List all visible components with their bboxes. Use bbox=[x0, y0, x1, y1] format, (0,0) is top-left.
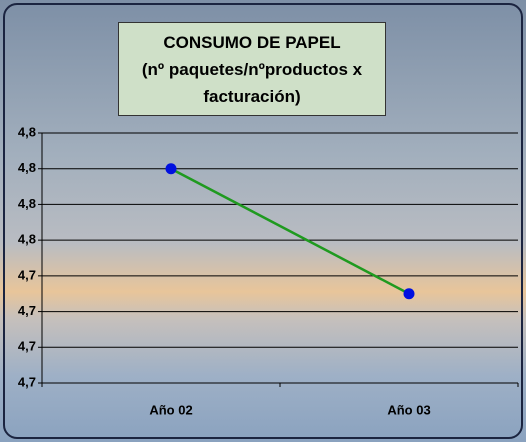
chart-title: CONSUMO DE PAPEL bbox=[163, 33, 341, 52]
y-tick-label: 4,7 bbox=[18, 267, 36, 282]
x-tick-label: Año 03 bbox=[387, 402, 430, 417]
y-tick-label: 4,7 bbox=[18, 339, 36, 354]
data-point bbox=[403, 288, 415, 300]
frame bbox=[3, 3, 523, 439]
series-line bbox=[170, 167, 410, 295]
chart-subtitle: (nº paquetes/nºproductos x facturación) bbox=[141, 60, 363, 106]
data-point bbox=[165, 163, 177, 175]
y-tick-label: 4,7 bbox=[18, 303, 36, 318]
y-tick-label: 4,8 bbox=[18, 124, 36, 139]
y-tick-label: 4,7 bbox=[18, 374, 36, 389]
title-box: CONSUMO DE PAPEL (nº paquetes/nºproducto… bbox=[118, 22, 386, 116]
x-tick-label: Año 02 bbox=[149, 402, 192, 417]
y-tick-label: 4,8 bbox=[18, 232, 36, 247]
y-tick-label: 4,8 bbox=[18, 160, 36, 175]
y-tick-label: 4,8 bbox=[18, 196, 36, 211]
